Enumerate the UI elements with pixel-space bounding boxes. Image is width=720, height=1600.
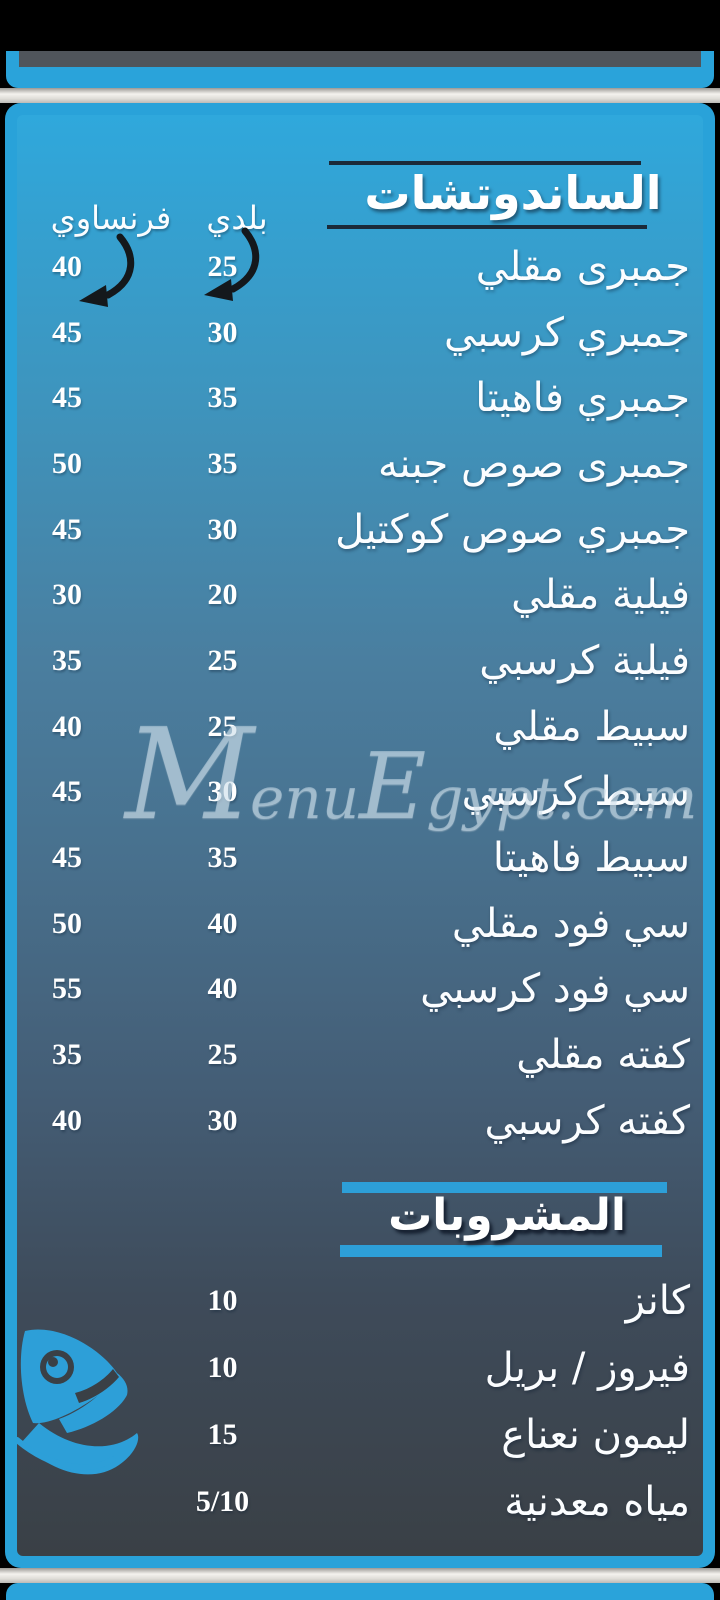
menu-card: الساندوتشات بلدي فرنساوي 40 25 جمبرى مقل…	[5, 103, 715, 1568]
price-baladi: 20	[207, 578, 238, 612]
drink-row: 10 كانز	[17, 1267, 703, 1334]
sandwich-row: 35 25 فيلية كرسبي	[17, 628, 703, 694]
price-french: 40	[52, 249, 82, 283]
sandwich-row: 45 35 سبيط فاهيتا	[17, 825, 703, 891]
drink-rows: 10 كانز 10 فيروز / بريل 15 ليمون نعناع 5…	[17, 1267, 703, 1535]
previous-card-interior	[19, 51, 701, 67]
drinks-top-rule	[342, 1182, 667, 1193]
price-baladi: 25	[207, 709, 238, 743]
fish-logo-icon	[17, 1329, 139, 1475]
previous-card-bottom-edge	[6, 51, 714, 88]
sandwiches-title-text: الساندوتشات	[364, 166, 662, 220]
separator-strip-bottom	[0, 1568, 720, 1583]
item-name: مياه معدنية	[504, 1478, 690, 1525]
price-french: 30	[52, 578, 82, 612]
price-french: 45	[52, 775, 82, 809]
title-bottom-rule	[327, 225, 647, 229]
drink-row: 10 فيروز / بريل	[17, 1334, 703, 1401]
price-baladi: 40	[207, 972, 238, 1006]
baladi-arrow-icon	[204, 227, 260, 301]
item-name: كانز	[625, 1277, 690, 1324]
sandwich-row: 45 35 جمبري فاهيتا	[17, 365, 703, 431]
sandwiches-section-title: الساندوتشات	[327, 161, 699, 229]
price-french: 40	[52, 709, 82, 743]
price-baladi: 25	[207, 249, 238, 283]
item-name: سي فود كرسبي	[420, 966, 690, 1013]
item-name: جمبرى صوص جبنه	[377, 440, 690, 487]
item-name: كفته مقلي	[516, 1032, 690, 1079]
next-card-top-edge	[6, 1583, 714, 1600]
price: 10	[207, 1350, 238, 1384]
sandwich-row: 45 30 جمبري صوص كوكتيل	[17, 497, 703, 563]
sandwich-row: 55 40 سي فود كرسبي	[17, 957, 703, 1023]
title-top-rule	[329, 161, 641, 165]
item-name: سبيط فاهيتا	[492, 835, 690, 882]
sandwich-rows: 40 25 جمبرى مقلي 45 30 جمبري كرسبي 45 35…	[17, 234, 703, 1154]
sandwich-row: 30 20 فيلية مقلي	[17, 562, 703, 628]
sandwich-row: 40 25 جمبرى مقلي	[17, 234, 703, 300]
drink-row: 5/10 مياه معدنية	[17, 1468, 703, 1535]
sandwich-row: 35 25 كفته مقلي	[17, 1022, 703, 1088]
sandwich-row: 45 30 سبيط كرسبي	[17, 760, 703, 826]
item-name: جمبري كرسبي	[443, 309, 690, 356]
item-name: سبيط كرسبي	[461, 769, 690, 816]
drinks-section-title: المشروبات	[388, 1190, 626, 1241]
item-name: جمبري فاهيتا	[475, 375, 690, 422]
item-name: فيلية مقلي	[511, 572, 690, 619]
item-name: جمبرى مقلي	[475, 243, 690, 290]
item-name: فيروز / بريل	[484, 1344, 690, 1391]
price: 5/10	[195, 1484, 250, 1518]
item-name: كفته كرسبي	[484, 1097, 690, 1144]
price-baladi: 25	[207, 643, 238, 677]
price-french: 45	[52, 512, 82, 546]
price-french: 45	[52, 381, 82, 415]
drink-row: 15 ليمون نعناع	[17, 1401, 703, 1468]
sandwich-row: 50 35 جمبرى صوص جبنه	[17, 431, 703, 497]
price-french: 50	[52, 446, 82, 480]
price-french: 35	[52, 1038, 82, 1072]
price-baladi: 40	[207, 906, 238, 940]
item-name: فيلية كرسبي	[479, 637, 690, 684]
price: 10	[207, 1283, 238, 1317]
separator-strip-top	[0, 88, 720, 103]
column-header-baladi: بلدي	[206, 199, 268, 237]
menu-card-background: الساندوتشات بلدي فرنساوي 40 25 جمبرى مقل…	[17, 115, 703, 1556]
sandwich-row: 45 30 جمبري كرسبي	[17, 300, 703, 366]
price-french: 45	[52, 315, 82, 349]
price-baladi: 25	[207, 1038, 238, 1072]
sandwich-row: 40 30 كفته كرسبي	[17, 1088, 703, 1154]
price-french: 55	[52, 972, 82, 1006]
price-baladi: 35	[207, 841, 238, 875]
price: 15	[207, 1417, 238, 1451]
column-header-french: فرنساوي	[50, 199, 172, 237]
price-french: 45	[52, 841, 82, 875]
french-arrow-icon	[79, 233, 135, 307]
price-baladi: 30	[207, 512, 238, 546]
sandwich-row: 50 40 سي فود مقلي	[17, 891, 703, 957]
price-baladi: 30	[207, 1103, 238, 1137]
item-name: سبيط مقلي	[493, 703, 690, 750]
price-french: 40	[52, 1103, 82, 1137]
price-french: 50	[52, 906, 82, 940]
price-french: 35	[52, 643, 82, 677]
price-baladi: 35	[207, 446, 238, 480]
item-name: جمبري صوص كوكتيل	[335, 506, 690, 553]
drinks-bottom-rule	[340, 1245, 662, 1257]
price-baladi: 35	[207, 381, 238, 415]
sandwich-row: 40 25 سبيط مقلي	[17, 694, 703, 760]
item-name: سي فود مقلي	[451, 900, 690, 947]
price-baladi: 30	[207, 775, 238, 809]
item-name: ليمون نعناع	[501, 1411, 690, 1458]
price-baladi: 30	[207, 315, 238, 349]
